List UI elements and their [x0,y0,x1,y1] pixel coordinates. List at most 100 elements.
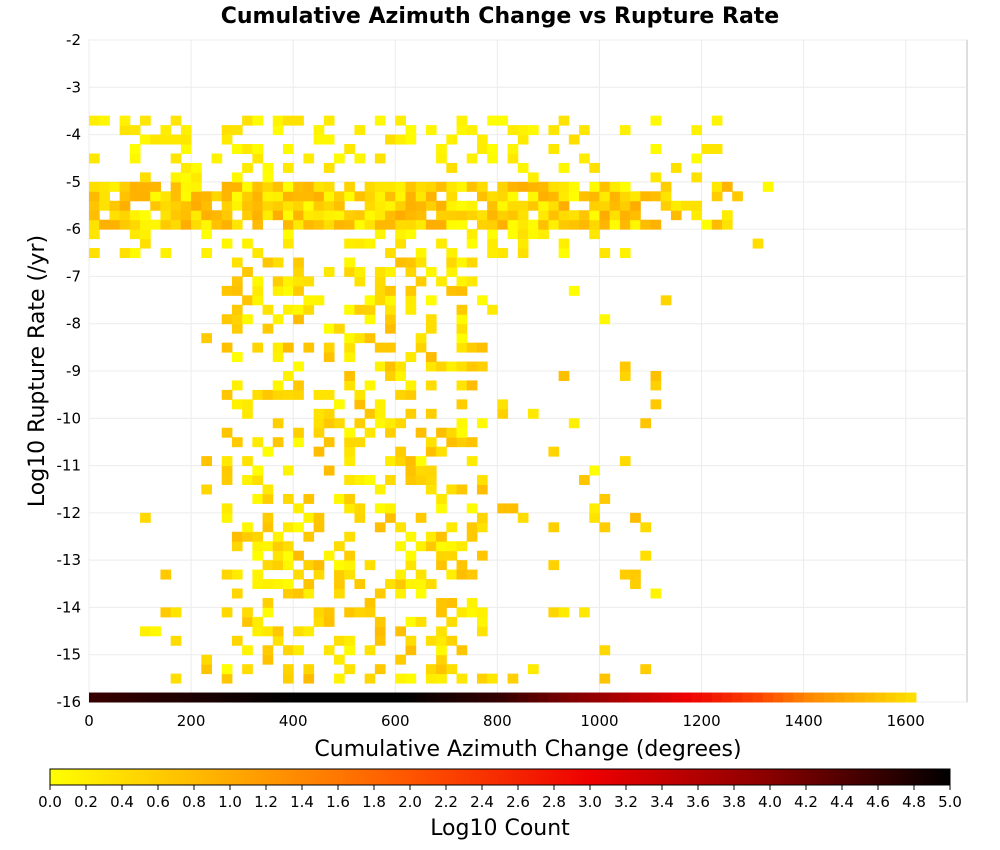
colorbar-tick-label: 0.4 [110,793,134,811]
heatmap-cell [334,673,345,684]
heatmap-cell [119,248,131,259]
heatmap-cell [425,323,437,334]
heatmap-cell [538,219,549,230]
heatmap-cell [221,569,233,580]
heatmap-cell [334,153,345,164]
heatmap-cell [385,456,396,467]
heatmap-cell [640,692,652,703]
heatmap-cell [272,342,284,353]
heatmap-cell [282,389,294,400]
heatmap-cell [160,125,172,136]
heatmap-cell [221,238,233,249]
heatmap-cell [466,503,478,514]
heatmap-cell [252,437,264,448]
y-tick-label: -2 [66,31,81,49]
heatmap-cell [129,191,141,202]
heatmap-cell [344,219,355,230]
heatmap-cell [476,342,488,353]
heatmap-cell [466,276,478,287]
heatmap-cell [405,266,417,277]
heatmap-cell [221,465,233,476]
heatmap-cell [395,191,406,202]
heatmap-cell [436,238,447,249]
heatmap-cell [456,115,468,126]
heatmap-cell [262,323,274,334]
heatmap-cell [619,210,631,221]
heatmap-cell [446,597,458,608]
heatmap-cell [150,200,161,211]
heatmap-cell [221,285,233,296]
heatmap-cell [456,607,468,618]
heatmap-cell [589,692,600,703]
heatmap-cell [548,200,560,211]
heatmap-cell [528,191,539,202]
heatmap-cell [456,692,468,703]
heatmap-cell [385,200,396,211]
heatmap-cell [293,361,304,372]
heatmap-cell [344,503,355,514]
heatmap-cell [109,181,121,192]
heatmap-cell [436,560,447,571]
heatmap-cell [262,446,274,457]
heatmap-cell [487,210,498,221]
heatmap-cell [374,295,386,306]
heatmap-cell [364,427,376,438]
heatmap-cell [548,210,560,221]
heatmap-cell [170,181,182,192]
heatmap-cell [323,134,335,145]
heatmap-cell [630,200,641,211]
heatmap-cell [323,607,335,618]
heatmap-cell [272,418,284,429]
heatmap-cell [119,125,131,136]
x-tick-label: 200 [177,712,206,730]
heatmap-cell [303,276,315,287]
heatmap-cell [344,437,355,448]
heatmap-cell [344,352,355,363]
heatmap-cell [497,219,509,230]
heatmap-cell [140,115,151,126]
heatmap-cell [415,342,427,353]
heatmap-cell [385,323,396,334]
heatmap-cell [231,635,243,646]
heatmap-cell [466,125,478,136]
heatmap-cell [242,399,253,410]
heatmap-cell [517,125,529,136]
heatmap-cell [313,418,325,429]
heatmap-cell [476,626,488,637]
heatmap-cell [89,692,100,703]
heatmap-cell [303,664,315,675]
heatmap-cell [293,200,304,211]
heatmap-cell [395,200,406,211]
heatmap-cell [313,692,325,703]
colorbar-tick-label: 2.6 [506,793,530,811]
heatmap-cell [681,692,692,703]
heatmap-cell [231,541,243,552]
heatmap-cell [364,210,376,221]
heatmap-cell [323,645,335,656]
heatmap-cell [395,522,406,533]
heatmap-cell [252,276,264,287]
heatmap-cell [89,191,100,202]
heatmap-cell [619,181,631,192]
heatmap-cell [262,172,274,183]
heatmap-cell [191,172,202,183]
heatmap-cell [599,692,611,703]
heatmap-cell [487,153,498,164]
colorbar-tick-label: 1.0 [218,793,242,811]
heatmap-cell [221,191,233,202]
heatmap-cell [528,200,539,211]
heatmap-cell [303,295,315,306]
heatmap-cell [466,153,478,164]
heatmap-cell [282,673,294,684]
heatmap-cell [334,323,345,334]
heatmap-cell [89,115,100,126]
colorbar-tick-label: 0.2 [74,793,98,811]
heatmap-cell [252,531,264,542]
heatmap-cell [395,210,406,221]
x-axis-ticks: 0 200 400 600 800 1000 1200 1400 1600 [84,712,925,730]
heatmap-cell [742,692,754,703]
heatmap-cell [619,456,631,467]
heatmap-cell [425,541,437,552]
heatmap-cell [691,125,703,136]
heatmap-cell [456,673,468,684]
